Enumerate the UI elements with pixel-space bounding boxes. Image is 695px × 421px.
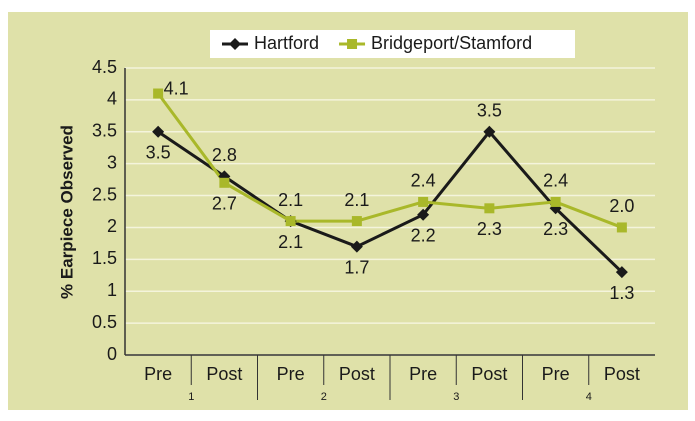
series-line xyxy=(157,129,623,274)
data-label: 2.4 xyxy=(411,171,436,191)
x-tick-label: Post xyxy=(339,364,375,384)
x-tick-label: Pre xyxy=(542,364,570,384)
data-label: 4.1 xyxy=(164,78,189,98)
group-label: 2 xyxy=(321,391,327,403)
point xyxy=(219,177,230,188)
point xyxy=(153,88,164,99)
y-tick-label: 1.5 xyxy=(92,248,117,268)
data-label: 2.4 xyxy=(543,171,568,191)
point xyxy=(418,196,429,207)
data-label: 2.7 xyxy=(212,194,237,214)
point xyxy=(616,222,627,233)
x-tick-label: Pre xyxy=(409,364,437,384)
x-tick-label: Post xyxy=(206,364,242,384)
x-tick-label: Pre xyxy=(277,364,305,384)
x-tick-label: Pre xyxy=(144,364,172,384)
chart-panel xyxy=(8,12,688,410)
data-label: 1.7 xyxy=(344,257,369,277)
point xyxy=(483,125,496,138)
data-label: 2.8 xyxy=(212,145,237,165)
y-tick-label: 0 xyxy=(107,344,117,364)
legend xyxy=(210,30,575,58)
data-label: 2.1 xyxy=(344,190,369,210)
legend-label: Bridgeport/Stamford xyxy=(371,33,532,53)
y-axis-label: % Earpiece Observed xyxy=(57,125,76,299)
y-tick-label: 2 xyxy=(107,216,117,236)
x-tick-label: Post xyxy=(471,364,507,384)
point xyxy=(351,216,362,227)
y-tick-label: 0.5 xyxy=(92,312,117,332)
point xyxy=(615,266,628,279)
legend-label: Hartford xyxy=(254,33,319,53)
data-label: 2.3 xyxy=(543,219,568,239)
data-label: 2.1 xyxy=(278,232,303,252)
point xyxy=(417,208,430,221)
data-label: 2.3 xyxy=(477,219,502,239)
data-label: 1.3 xyxy=(609,283,634,303)
data-label: 2.2 xyxy=(411,225,436,245)
x-tick-label: Post xyxy=(604,364,640,384)
point xyxy=(350,240,363,253)
data-label: 2.1 xyxy=(278,190,303,210)
y-tick-label: 1 xyxy=(107,280,117,300)
point xyxy=(152,125,165,138)
y-tick-label: 4.5 xyxy=(92,57,117,77)
data-label: 3.5 xyxy=(477,101,502,121)
group-label: 4 xyxy=(586,391,592,403)
series-line xyxy=(156,92,623,229)
point xyxy=(484,203,495,214)
group-label: 1 xyxy=(188,391,194,403)
group-label: 3 xyxy=(453,391,459,403)
y-tick-label: 3 xyxy=(107,152,117,172)
point xyxy=(550,196,561,207)
point xyxy=(285,216,296,227)
point xyxy=(347,39,358,49)
y-tick-label: 2.5 xyxy=(92,184,117,204)
data-label: 3.5 xyxy=(146,143,171,163)
point xyxy=(229,38,241,50)
y-tick-label: 3.5 xyxy=(92,121,117,141)
data-label: 2.0 xyxy=(609,196,634,216)
y-tick-label: 4 xyxy=(107,89,117,109)
